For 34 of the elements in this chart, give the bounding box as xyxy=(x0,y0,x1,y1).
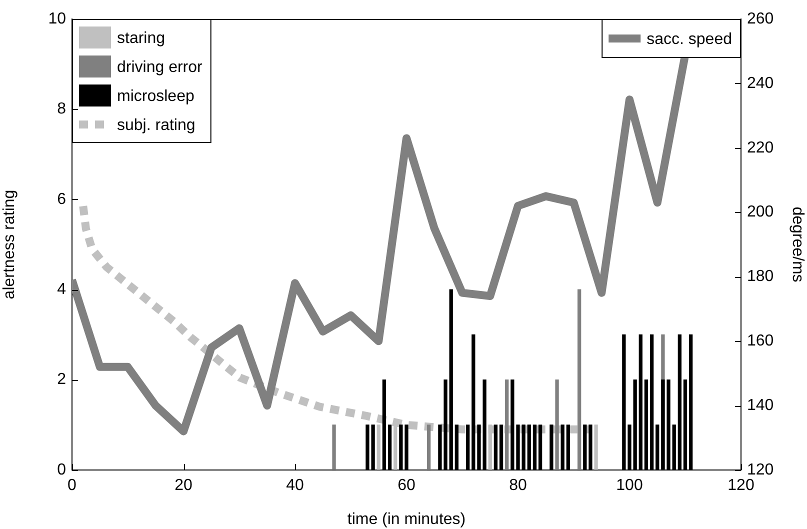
x-tick-label: 20 xyxy=(174,477,192,494)
y2-tick-label: 120 xyxy=(747,461,774,478)
bar xyxy=(555,379,559,470)
y2-tick-label: 180 xyxy=(747,268,774,286)
y2-axis-title: degree/ms xyxy=(788,206,806,282)
bar xyxy=(426,424,431,470)
bar xyxy=(505,379,509,470)
y-tick-label: 8 xyxy=(57,100,66,118)
y-axis-title: alertness rating xyxy=(1,190,18,300)
x-tick-label: 100 xyxy=(616,477,643,494)
x-tick-label: 80 xyxy=(509,477,527,494)
legend-label: microsleep xyxy=(117,88,194,105)
legend-label: staring xyxy=(117,30,166,47)
y2-tick-label: 140 xyxy=(747,396,774,414)
y2-tick-label: 160 xyxy=(747,332,774,350)
y-tick-label: 2 xyxy=(57,371,66,388)
bar xyxy=(577,289,582,470)
bar xyxy=(594,424,598,470)
x-tick-label: 60 xyxy=(398,477,416,494)
x-tick-label: 40 xyxy=(286,477,304,494)
y-tick-label: 0 xyxy=(57,461,66,478)
y2-tick-label: 200 xyxy=(747,204,774,221)
legend-label: sacc. speed xyxy=(646,30,732,48)
y-tick-label: 10 xyxy=(48,10,66,28)
x-axis-title: time (in minutes) xyxy=(347,510,466,528)
x-tick-label: 120 xyxy=(728,477,754,494)
bar xyxy=(332,424,336,470)
y-tick-label: 6 xyxy=(57,190,66,208)
y2-tick-label: 240 xyxy=(747,74,774,92)
legend-label: driving error xyxy=(117,58,204,76)
y2-tick-label: 260 xyxy=(747,10,774,28)
y2-tick-label: 220 xyxy=(747,139,774,156)
legend-label: subj. rating xyxy=(117,116,196,134)
y-tick-label: 4 xyxy=(57,281,66,298)
